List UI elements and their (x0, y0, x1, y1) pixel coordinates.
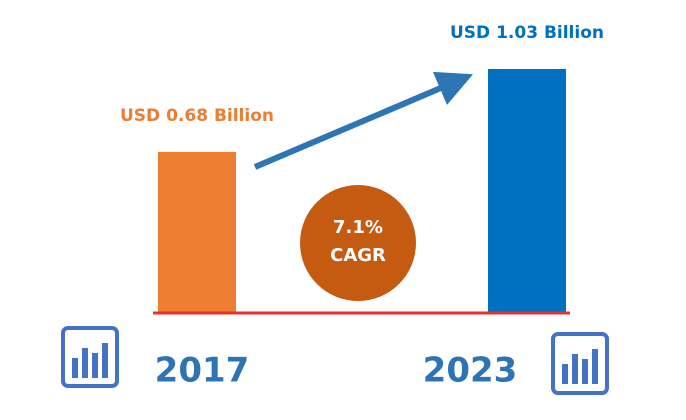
cagr-value: 7.1% (333, 217, 383, 238)
chart-icon (551, 332, 609, 395)
cagr-label: CAGR (330, 245, 386, 266)
x-tick-label: 2023 (423, 351, 518, 391)
bar (158, 151, 236, 313)
data-label: USD 1.03 Billion (450, 23, 604, 43)
x-tick-label: 2017 (155, 351, 250, 391)
cagr-circle (300, 185, 416, 301)
bar (488, 69, 566, 313)
chart-icon (61, 326, 119, 388)
data-label: USD 0.68 Billion (120, 106, 274, 126)
growth-arrow (253, 71, 474, 170)
